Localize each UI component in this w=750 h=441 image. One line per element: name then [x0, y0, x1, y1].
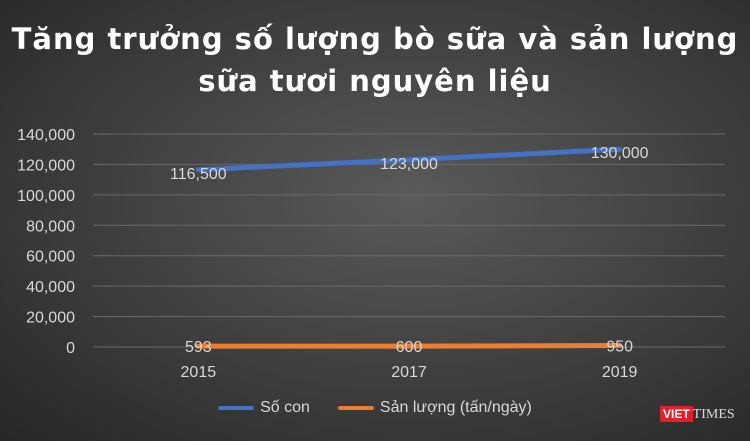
data-label: 950: [606, 339, 633, 356]
y-tick-label: 60,000: [26, 249, 75, 266]
legend-item-so-con: Số con: [218, 399, 310, 417]
chart-title: Tăng trưởng số lượng bò sữa và sản lượng…: [11, 22, 739, 98]
legend: Số con Sản lượng (tấn/ngày): [0, 399, 750, 417]
data-label: 116,500: [170, 166, 227, 183]
legend-item-san-luong: Sản lượng (tấn/ngày): [337, 399, 532, 417]
y-tick-label: 0: [66, 340, 75, 357]
data-label: 600: [396, 339, 423, 356]
x-tick-label: 2019: [602, 364, 638, 381]
legend-swatch: [218, 406, 255, 410]
data-label: 593: [185, 339, 212, 356]
y-tick-label: 40,000: [26, 279, 75, 296]
legend-label: Sản lượng (tấn/ngày): [379, 399, 532, 416]
y-tick-label: 100,000: [17, 188, 75, 205]
y-tick-label: 20,000: [26, 310, 75, 327]
legend-swatch: [337, 406, 374, 410]
y-tick-label: 80,000: [26, 218, 75, 235]
y-tick-label: 120,000: [17, 157, 75, 174]
y-tick-label: 140,000: [17, 127, 75, 144]
data-label: 123,000: [380, 156, 438, 173]
legend-label: Số con: [260, 399, 310, 416]
viettimes-logo: VIET TIMES: [660, 405, 735, 423]
x-tick-label: 2015: [181, 364, 217, 381]
data-label: 130,000: [591, 145, 649, 162]
x-tick-label: 2017: [391, 364, 427, 381]
